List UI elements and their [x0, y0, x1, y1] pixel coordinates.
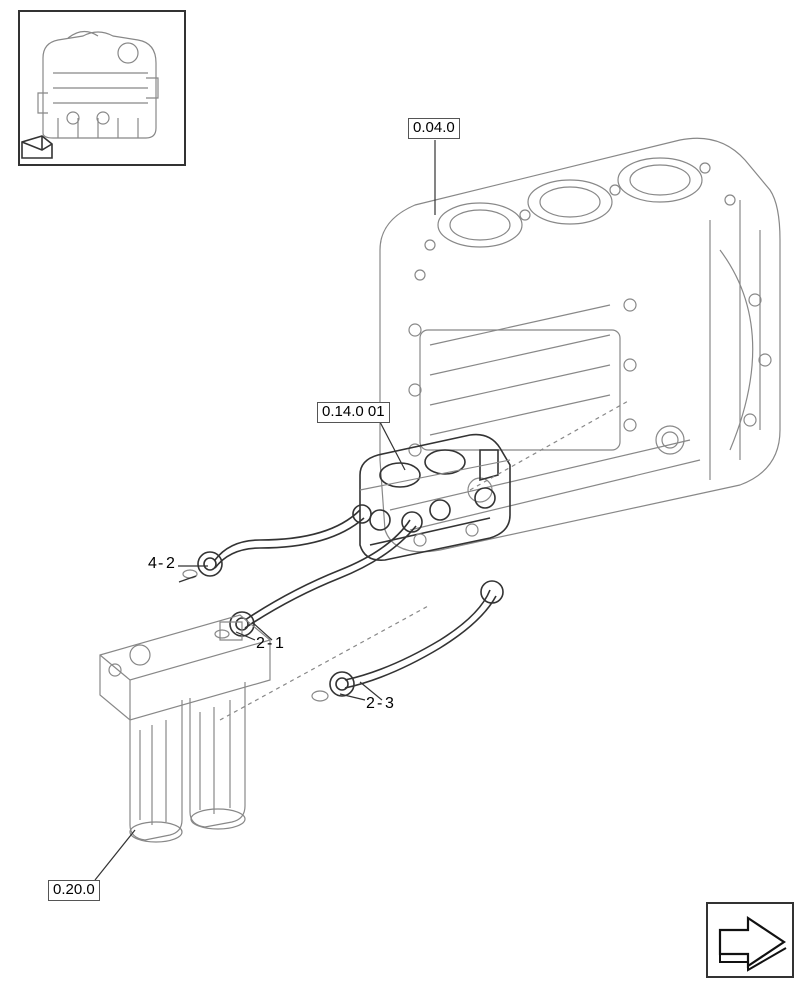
callout-1: 1 — [275, 636, 284, 652]
next-page-arrow-icon — [714, 910, 790, 974]
assembly-line-1 — [460, 390, 640, 510]
callout-2b: 2 — [256, 636, 265, 652]
hyphen-2-1: - — [267, 636, 272, 652]
ref-engine-block: 0.04.0 — [408, 118, 460, 139]
callout-4: 4 — [148, 556, 157, 572]
hyphen-4-2: - — [158, 556, 163, 572]
thumbnail-engine — [28, 18, 172, 150]
callout-2c: 2 — [366, 696, 375, 712]
callout-3: 3 — [385, 696, 394, 712]
callout-2a: 2 — [166, 556, 175, 572]
hyphen-2-3: - — [377, 696, 382, 712]
diagram-canvas: 0.04.0 0.14.0 01 0.20.0 4 - 2 2 - 1 2 - … — [0, 0, 812, 1000]
ref-fuel-filter: 0.20.0 — [48, 880, 100, 901]
assembly-line-2 — [210, 600, 440, 740]
ref-injection-pump: 0.14.0 01 — [317, 402, 390, 423]
thumbnail-pagecurl — [20, 134, 54, 160]
